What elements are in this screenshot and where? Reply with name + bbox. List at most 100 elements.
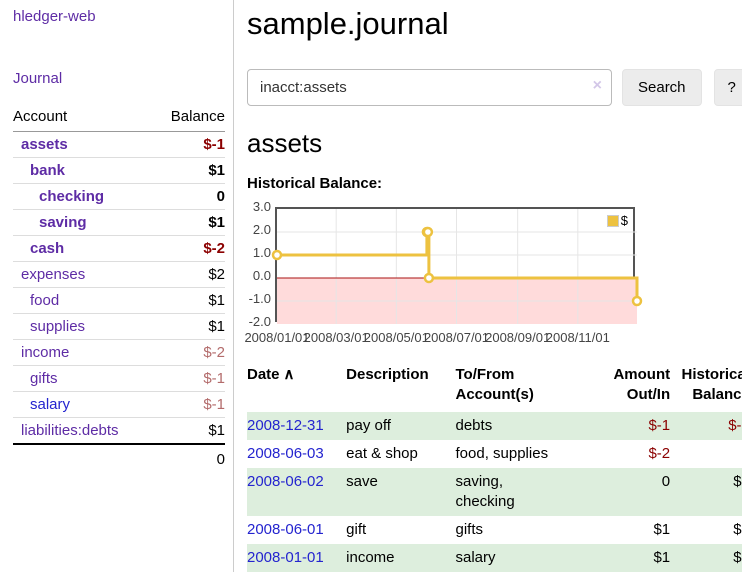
account-heading: assets — [247, 128, 323, 158]
account-link-expenses[interactable]: expenses — [21, 266, 86, 283]
account-link-salary[interactable]: salary — [30, 396, 71, 413]
transaction-date-link[interactable]: 2008-12-31 — [247, 417, 324, 434]
account-link-gifts[interactable]: gifts — [30, 370, 58, 387]
chart-plot-area: $ — [271, 207, 643, 324]
transaction-description: gift — [346, 521, 367, 538]
account-row: food $1 — [13, 287, 225, 314]
account-row: income $-2 — [13, 339, 225, 366]
chart-legend: $ — [604, 212, 630, 229]
account-balance: $-2 — [153, 339, 225, 366]
legend-label: $ — [620, 213, 628, 228]
transaction-row[interactable]: 2008-06-02 save saving, checking 0 $2 — [247, 468, 742, 516]
historical-balance-chart: $ 3.0 2.0 1.0 0.0 -1.0 -2.0 2008/01/01 2008/03/… — [244, 199, 742, 349]
account-balance: $1 — [153, 287, 225, 314]
x-axis-tick-label: 2008/01/01 — [244, 330, 310, 345]
x-axis-tick-label: 2008/09/01 — [485, 330, 551, 345]
account-link-checking[interactable]: checking — [39, 188, 105, 205]
search-input-wrap: × — [247, 69, 612, 106]
x-axis-tick-label: 2008/03/01 — [303, 330, 369, 345]
transaction-accounts: gifts — [455, 521, 484, 538]
x-axis-tick-label: 2008/05/01 — [363, 330, 429, 345]
transaction-date-link[interactable]: 2008-01-01 — [247, 549, 324, 566]
transaction-date-link[interactable]: 2008-06-01 — [247, 521, 324, 538]
transaction-date-link[interactable]: 2008-06-03 — [247, 445, 324, 462]
accounts-table-body: assets $-1 bank $1 checking 0 saving $1 cash $-2 e… — [13, 131, 225, 474]
transaction-balance: $2 — [733, 473, 742, 490]
accounts-header-account: Account — [13, 104, 154, 132]
transaction-balance: $2 — [733, 521, 742, 538]
account-balance: $1 — [153, 157, 225, 184]
clear-search-icon[interactable]: × — [592, 77, 602, 94]
y-axis-tick-label: 0.0 — [252, 268, 271, 283]
legend-swatch-icon — [606, 214, 619, 227]
sidebar-item-journal[interactable]: Journal — [13, 70, 63, 87]
transaction-row[interactable]: 2008-06-03 eat & shop food, supplies $-20 — [247, 440, 742, 468]
transaction-description: income — [346, 549, 395, 566]
app-title-link[interactable]: hledger-web — [13, 8, 96, 25]
account-balance: $-2 — [153, 235, 225, 262]
transaction-amount: $1 — [653, 521, 671, 538]
account-link-bank[interactable]: bank — [30, 162, 66, 179]
col-header-accounts: To/From Account(s) — [455, 366, 534, 403]
account-row: checking 0 — [13, 183, 225, 210]
account-balance: $1 — [208, 422, 225, 439]
search-input[interactable] — [247, 69, 612, 106]
account-balance: $-1 — [153, 131, 225, 158]
account-link-saving[interactable]: saving — [39, 214, 87, 231]
y-axis-tick-label: -2.0 — [248, 314, 271, 329]
col-header-amount: Amount Out/In — [613, 366, 671, 403]
col-header-date[interactable]: Date ∧ — [247, 366, 295, 383]
transaction-row[interactable]: 2008-12-31 pay off debts $-1 $-1 — [247, 412, 742, 440]
account-row: gifts $-1 — [13, 365, 225, 392]
transaction-balance: 0 — [670, 440, 742, 468]
account-row: expenses $2 — [13, 261, 225, 288]
y-axis-tick-label: -1.0 — [248, 291, 271, 306]
account-row: liabilities:debts $1 — [13, 418, 225, 445]
account-balance: 0 — [153, 183, 225, 210]
account-balance: $-1 — [153, 365, 225, 392]
search-form: × Search ? — [247, 69, 742, 106]
accounts-total-value: 0 — [153, 443, 225, 474]
transaction-amount: $1 — [653, 549, 671, 566]
transaction-amount: 0 — [661, 473, 671, 490]
account-balance: $1 — [153, 313, 225, 340]
account-link-income[interactable]: income — [21, 344, 70, 361]
account-balance: $-1 — [153, 391, 225, 418]
chart-label: Historical Balance: — [247, 175, 383, 192]
main-content: sample.journal × Search ? assets Histori… — [234, 0, 742, 572]
account-link-assets[interactable]: assets — [21, 136, 68, 153]
account-link-food[interactable]: food — [30, 292, 60, 309]
account-link-supplies[interactable]: supplies — [30, 318, 86, 335]
transaction-date: 2008-12-31 — [247, 412, 346, 440]
transactions-header-row: Date ∧ Description To/From Account(s) Amo… — [247, 363, 742, 412]
account-balance: $1 — [153, 209, 225, 236]
x-axis-tick-label: 2008/07/01 — [423, 330, 490, 345]
transaction-description: pay off — [346, 417, 391, 434]
transaction-row[interactable]: 2008-01-01 income salary $1 $1 — [247, 544, 742, 572]
y-axis-tick-label: 2.0 — [252, 222, 271, 237]
accounts-table: Account Balance assets $-1 bank $1 checking 0… — [13, 104, 225, 474]
y-axis-tick-label: 1.0 — [252, 245, 271, 260]
help-button[interactable]: ? — [713, 69, 742, 106]
account-row: cash $-2 — [13, 235, 225, 262]
account-row: supplies $1 — [13, 313, 225, 340]
transaction-date-link[interactable]: 2008-06-02 — [247, 473, 324, 490]
account-link-cash[interactable]: cash — [30, 240, 65, 257]
account-balance: $2 — [153, 261, 225, 288]
account-row: saving $1 — [13, 209, 225, 236]
search-button[interactable]: Search — [622, 69, 702, 106]
transaction-accounts: debts — [455, 417, 493, 434]
account-row: bank $1 — [13, 157, 225, 184]
y-axis-tick-label: 3.0 — [252, 199, 271, 214]
transaction-date: 2008-01-01 — [247, 544, 346, 572]
transactions-table: Date ∧ Description To/From Account(s) Amo… — [247, 363, 742, 572]
transaction-date: 2008-06-02 — [247, 468, 346, 516]
transaction-balance: $-1 — [728, 417, 742, 434]
transaction-accounts: salary — [455, 549, 496, 566]
account-link-liabilitiesdebts[interactable]: liabilities:debts — [21, 422, 119, 439]
transaction-row[interactable]: 2008-06-01 gift gifts $1 $2 — [247, 516, 742, 544]
account-row: assets $-1 — [13, 131, 225, 158]
chart-canvas — [271, 209, 643, 324]
transaction-amount: $-1 — [648, 417, 671, 434]
